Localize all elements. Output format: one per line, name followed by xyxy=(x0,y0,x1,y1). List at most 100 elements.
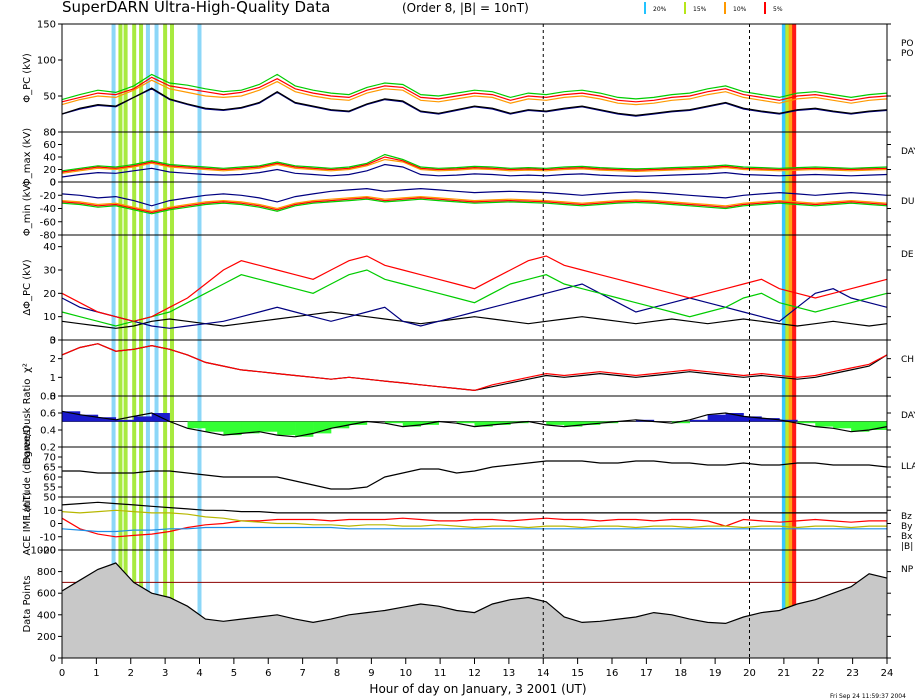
ratio-fill-12 xyxy=(277,421,296,436)
x-tick-label-8: 8 xyxy=(334,668,340,679)
x-tick-label-14: 14 xyxy=(537,668,550,679)
ratio-fill-24 xyxy=(492,421,511,425)
y-tick-label-phi_max-1: 20 xyxy=(43,165,56,176)
side-label-phi_pc-1: PO xyxy=(901,49,914,59)
ratio-fill-28 xyxy=(564,421,583,427)
ratio-fill-40 xyxy=(779,419,798,422)
panel-frame-dphi xyxy=(61,234,888,341)
chart-title: SuperDARN Ultra-High-Quality Data xyxy=(62,0,330,16)
highlight-bands xyxy=(111,24,797,658)
y-axis-label-phi_min: Φ_min (kV) xyxy=(22,181,33,236)
ratio-fill-42 xyxy=(815,421,834,427)
ratio-fill-44 xyxy=(851,421,870,432)
side-label-lat-0: LLA xyxy=(901,462,915,472)
ratio-fill-8 xyxy=(205,421,224,432)
y-axis-label-chi: χ² xyxy=(22,363,33,373)
y-tick-label-phi_max-3: 60 xyxy=(43,140,56,151)
x-tick-label-6: 6 xyxy=(265,668,271,679)
highlight-band-0 xyxy=(111,24,116,658)
highlight-band-5 xyxy=(145,24,150,658)
ratio-fill-35 xyxy=(689,419,708,422)
side-label-imf-2: Bx xyxy=(901,532,913,542)
y-tick-label-imf-0: -20 xyxy=(40,546,56,557)
ratio-fill-0 xyxy=(62,411,81,422)
legend-label-1: 15% xyxy=(693,6,707,13)
series-line-imf-1 xyxy=(61,517,887,538)
ratio-fill-2 xyxy=(97,417,117,422)
y-tick-label-dphi-2: 20 xyxy=(43,289,56,300)
highlight-band-13 xyxy=(792,24,797,658)
y-tick-label-ratio-2: 0.6 xyxy=(40,409,56,420)
legend-label-0: 20% xyxy=(653,6,667,13)
y-tick-label-phi_max-2: 40 xyxy=(43,153,56,164)
y-tick-label-phi_pc-3: 150 xyxy=(37,20,56,31)
side-label-phi_pc-0: PO xyxy=(901,39,914,49)
ratio-fill-18 xyxy=(384,421,404,424)
threshold-legend: 20% 15% 10% 5% xyxy=(644,2,783,14)
highlight-band-8 xyxy=(170,24,174,658)
ratio-fill-15 xyxy=(331,421,350,429)
ratio-fill-38 xyxy=(743,416,762,422)
y-tick-label-npts-2: 400 xyxy=(37,610,56,621)
y-tick-label-phi_min-0: -80 xyxy=(40,231,56,242)
highlight-band-4 xyxy=(139,24,144,658)
y-tick-label-lat-1: 55 xyxy=(43,483,56,494)
ratio-fill-36 xyxy=(707,414,726,422)
x-tick-label-5: 5 xyxy=(231,668,237,679)
y-tick-label-dphi-0: 0 xyxy=(50,336,56,347)
side-label-imf-0: Bz xyxy=(901,512,912,522)
chart-subtitle: (Order 8, |B| = 10nT) xyxy=(402,1,529,15)
series-line-phi_max-3 xyxy=(61,153,888,172)
side-label-npts-0: NP xyxy=(901,565,914,575)
series-line-chi-0 xyxy=(61,343,888,392)
x-tick-label-11: 11 xyxy=(434,668,447,679)
x-tick-label-3: 3 xyxy=(162,668,168,679)
series-line-phi_min-1 xyxy=(61,195,888,212)
y-tick-label-chi-3: 3 xyxy=(50,336,56,347)
series-line-imf-2 xyxy=(61,509,887,529)
highlight-band-9 xyxy=(197,24,202,658)
x-tick-label-21: 21 xyxy=(778,668,791,679)
x-tick-label-23: 23 xyxy=(846,668,859,679)
y-tick-label-phi_min-2: -40 xyxy=(40,204,56,215)
panel-frame-phi_pc xyxy=(61,23,888,133)
highlight-band-11 xyxy=(785,24,790,658)
x-tick-label-16: 16 xyxy=(606,668,619,679)
y-axis-label-phi_max: Φ_max (kV) xyxy=(22,128,33,186)
ratio-fill-45 xyxy=(869,421,888,430)
y-axis-label-ratio: Dawn/Dusk Ratio xyxy=(22,379,33,465)
highlight-band-12 xyxy=(788,24,793,658)
ratio-fill-14 xyxy=(313,421,332,434)
x-tick-label-22: 22 xyxy=(812,668,825,679)
series-line-chi-1 xyxy=(61,343,888,392)
side-label-phi_max-0: DAY xyxy=(901,147,915,157)
timestamp: Fri Sep 24 11:59:37 2004 xyxy=(830,693,906,700)
y-tick-label-dphi-4: 40 xyxy=(43,242,56,253)
side-label-phi_min-0: DU xyxy=(901,197,915,207)
ratio-fill-39 xyxy=(761,418,780,422)
ratio-fill-43 xyxy=(833,421,852,429)
ratio-fill-22 xyxy=(456,421,475,424)
y-tick-label-dphi-1: 10 xyxy=(43,312,56,323)
y-axis-label-phi_pc: Φ_PC (kV) xyxy=(22,53,33,103)
y-tick-label-ratio-3: 0.8 xyxy=(40,392,56,403)
ratio-fill-41 xyxy=(797,421,816,424)
x-tick-label-9: 9 xyxy=(368,668,374,679)
x-tick-label-7: 7 xyxy=(299,668,305,679)
y-axis-label-lat: Latitude (degrees) xyxy=(22,426,33,518)
ratio-fill-13 xyxy=(295,421,314,437)
legend-label-2: 10% xyxy=(733,6,747,13)
panel-frame-lat xyxy=(61,446,888,498)
ratio-fill-4 xyxy=(133,416,152,422)
y-tick-label-phi_pc-2: 100 xyxy=(37,56,56,67)
highlight-band-10 xyxy=(781,24,786,658)
y-axis-label-dphi: ΔΦ_PC (kV) xyxy=(22,259,33,315)
y-tick-label-chi-2: 2 xyxy=(50,354,56,365)
side-label-imf-1: By xyxy=(901,522,913,532)
x-tick-label-10: 10 xyxy=(399,668,412,679)
series-fill-npts-0 xyxy=(62,563,887,658)
x-tick-label-1: 1 xyxy=(93,668,99,679)
side-label-imf-3: |B| xyxy=(901,542,913,552)
